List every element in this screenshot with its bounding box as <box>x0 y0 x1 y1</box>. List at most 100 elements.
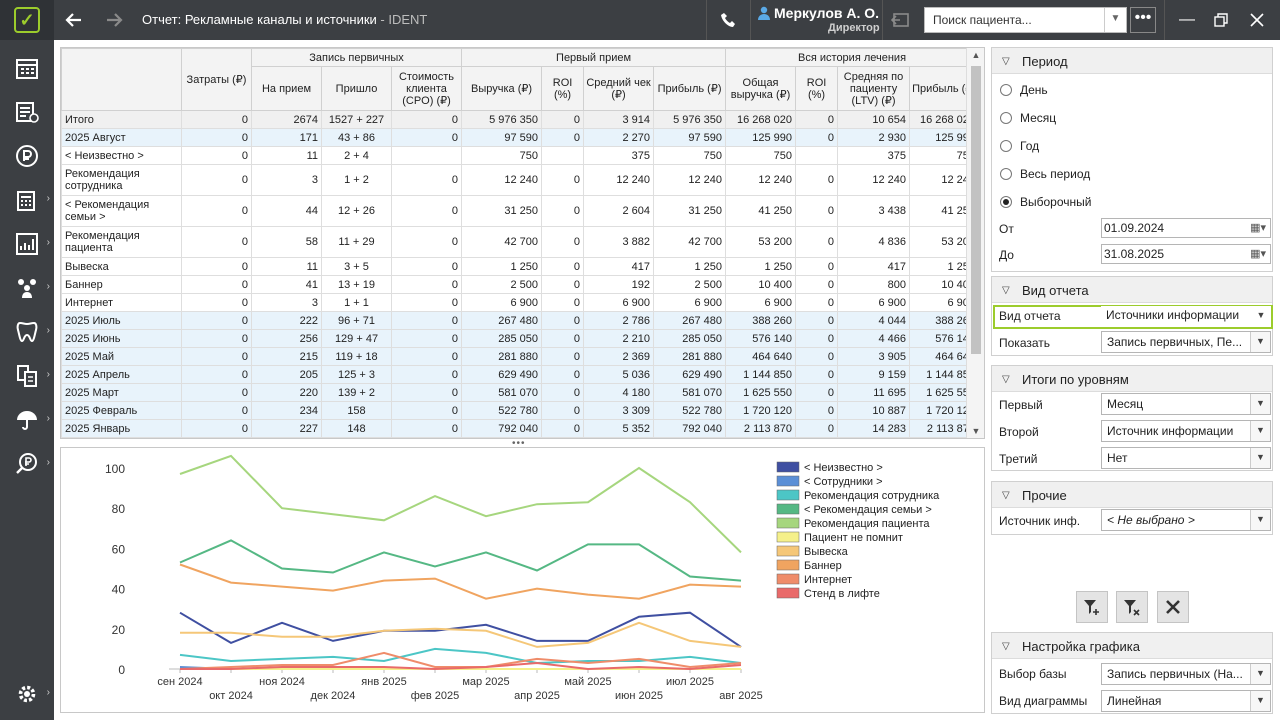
col-header[interactable]: Средняя по пациенту (LTV) (₽) <box>837 66 911 111</box>
table-cell[interactable]: 5 976 350 <box>653 110 727 129</box>
table-cell[interactable]: 464 640 <box>725 347 797 366</box>
date-to-field[interactable]: 31.08.2025 ▦▾ <box>1101 244 1271 264</box>
table-cell[interactable]: 0 <box>181 257 252 276</box>
col-header[interactable]: ROI (%) <box>795 66 839 111</box>
table-cell[interactable]: 1 + 2 <box>321 164 392 196</box>
table-cell[interactable]: 6 900 <box>461 293 543 312</box>
col-header[interactable]: Средний чек (₽) <box>583 66 655 111</box>
table-cell[interactable]: 0 <box>390 110 463 129</box>
table-cell[interactable]: 5 036 <box>583 365 655 384</box>
table-cell[interactable]: 0 <box>541 383 585 402</box>
table-cell[interactable]: 0 <box>390 311 463 330</box>
chevron-down-icon[interactable]: ▼ <box>1250 448 1270 468</box>
sidebar-item-insurance[interactable]: › <box>0 400 54 440</box>
table-scrollbar[interactable]: ▲ ▼ <box>966 48 984 438</box>
table-cell[interactable]: 31 250 <box>653 195 727 227</box>
table-cell[interactable]: 125 990 <box>725 128 797 147</box>
table-cell[interactable]: 97 590 <box>461 128 543 147</box>
table-cell[interactable]: 522 780 <box>461 401 543 420</box>
table-cell[interactable]: 1 + 1 <box>321 293 392 312</box>
table-cell[interactable]: 5 352 <box>583 419 655 438</box>
table-cell[interactable]: 0 <box>181 164 252 196</box>
table-cell[interactable]: 629 490 <box>461 365 543 384</box>
table-cell[interactable]: 0 <box>181 383 252 402</box>
more-button[interactable]: ••• <box>1130 7 1156 33</box>
table-cell[interactable]: 581 070 <box>653 383 727 402</box>
table-cell[interactable]: 6 900 <box>583 293 655 312</box>
radio-button[interactable] <box>1000 84 1012 96</box>
table-cell[interactable]: 629 490 <box>653 365 727 384</box>
splitter-handle[interactable]: ••• <box>512 438 526 449</box>
sidebar-item-schedule[interactable] <box>0 48 54 88</box>
table-cell[interactable]: 0 <box>181 226 252 258</box>
table-cell[interactable]: 192 <box>583 275 655 294</box>
radio-button[interactable] <box>1000 168 1012 180</box>
table-cell[interactable]: 0 <box>541 293 585 312</box>
table-cell[interactable]: 0 <box>181 311 252 330</box>
row-label[interactable]: Баннер <box>61 275 182 294</box>
table-cell[interactable]: 3 <box>251 293 322 312</box>
chart-settings-header[interactable]: ▽ Настройка графика <box>992 633 1272 659</box>
table-cell[interactable]: 2 930 <box>837 128 911 147</box>
minimize-button[interactable]: — <box>1179 11 1195 28</box>
maximize-button[interactable] <box>1206 0 1236 40</box>
col-header[interactable]: Общая выручка (₽) <box>725 66 797 111</box>
table-cell[interactable]: 800 <box>837 275 911 294</box>
row-label[interactable]: Рекомендация сотрудника <box>61 164 182 196</box>
table-cell[interactable]: 41 <box>251 275 322 294</box>
table-cell[interactable]: 576 140 <box>909 329 980 348</box>
row-label[interactable]: 2025 Май <box>61 347 182 366</box>
scroll-up-icon[interactable]: ▲ <box>971 50 981 60</box>
table-cell[interactable]: 0 <box>181 195 252 227</box>
table-cell[interactable]: 3 + 5 <box>321 257 392 276</box>
table-cell[interactable]: 0 <box>181 146 252 165</box>
table-cell[interactable]: 0 <box>390 329 463 348</box>
chevron-down-icon[interactable]: ▼ <box>1250 394 1270 414</box>
row-label[interactable]: 2025 Июль <box>61 311 182 330</box>
table-cell[interactable]: 2 786 <box>583 311 655 330</box>
sidebar-item-payments[interactable]: › <box>0 444 54 484</box>
sidebar-item-dental[interactable]: › <box>0 312 54 352</box>
table-cell[interactable]: 3 438 <box>837 195 911 227</box>
sidebar-item-reports[interactable]: › <box>0 224 54 264</box>
sidebar-item-settings[interactable]: › <box>0 674 54 714</box>
table-cell[interactable]: 0 <box>181 401 252 420</box>
col-header[interactable]: Затраты (₽) <box>181 48 252 111</box>
user-name[interactable]: Меркулов А. О. <box>774 5 880 21</box>
radio-all-period[interactable]: Весь период <box>1000 164 1090 184</box>
table-cell[interactable]: 5 976 350 <box>461 110 543 129</box>
table-cell[interactable]: 0 <box>181 293 252 312</box>
table-cell[interactable]: 0 <box>390 401 463 420</box>
table-cell[interactable]: 11 + 29 <box>321 226 392 258</box>
table-cell[interactable]: 11 695 <box>837 383 911 402</box>
table-cell[interactable]: 1 250 <box>725 257 797 276</box>
table-cell[interactable]: 10 400 <box>725 275 797 294</box>
table-cell[interactable]: 0 <box>390 257 463 276</box>
table-cell[interactable]: 0 <box>541 311 585 330</box>
table-cell[interactable]: 388 260 <box>725 311 797 330</box>
table-cell[interactable]: 41 250 <box>725 195 797 227</box>
table-cell[interactable]: 0 <box>541 110 585 129</box>
col-header[interactable]: Стоимость клиента (CPO) (₽) <box>390 66 463 111</box>
row-label[interactable]: 2025 Июнь <box>61 329 182 348</box>
table-cell[interactable]: 4 044 <box>837 311 911 330</box>
close-button[interactable] <box>1242 0 1272 40</box>
sidebar-item-staff[interactable]: › <box>0 268 54 308</box>
table-cell[interactable]: 0 <box>390 383 463 402</box>
table-cell[interactable]: 0 <box>181 329 252 348</box>
col-header[interactable]: Прибыль (₽) <box>653 66 727 111</box>
table-cell[interactable]: 256 <box>251 329 322 348</box>
table-cell[interactable]: 417 <box>583 257 655 276</box>
table-cell[interactable]: 125 + 3 <box>321 365 392 384</box>
table-cell[interactable]: 58 <box>251 226 322 258</box>
table-cell[interactable]: 139 + 2 <box>321 383 392 402</box>
table-cell[interactable]: 171 <box>251 128 322 147</box>
table-cell[interactable]: 11 <box>251 146 322 165</box>
table-cell[interactable]: 1 144 850 <box>909 365 980 384</box>
row-label[interactable]: Итого <box>61 110 182 129</box>
table-cell[interactable]: 1 144 850 <box>725 365 797 384</box>
table-cell[interactable]: 2 604 <box>583 195 655 227</box>
table-cell[interactable]: 31 250 <box>461 195 543 227</box>
table-cell[interactable]: 13 + 19 <box>321 275 392 294</box>
header-label-col[interactable] <box>61 48 182 111</box>
